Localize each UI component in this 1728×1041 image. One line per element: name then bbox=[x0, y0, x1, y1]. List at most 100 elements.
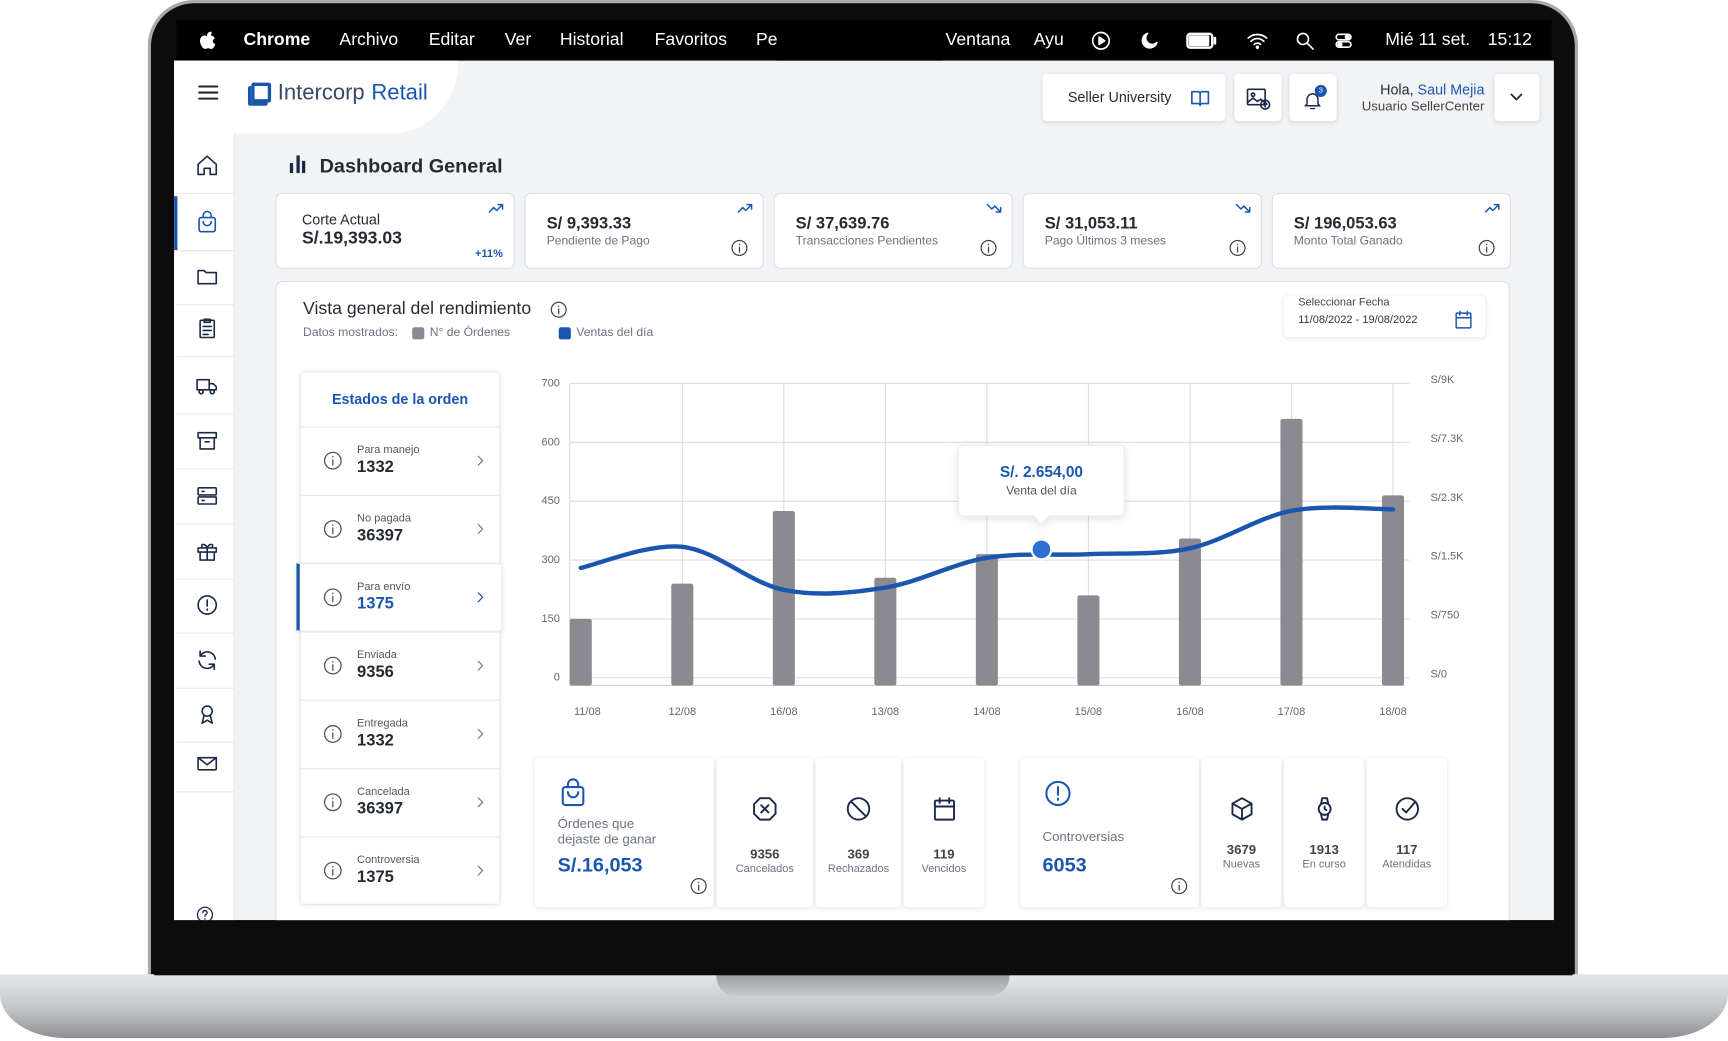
info-icon bbox=[1477, 238, 1497, 258]
icon-shape bbox=[737, 203, 753, 213]
icon-shape bbox=[197, 756, 218, 766]
sidebar-item[interactable] bbox=[195, 316, 219, 340]
kpi-value: S/.19,393.03 bbox=[301, 229, 402, 248]
stat-icon bbox=[1392, 795, 1421, 824]
icon-shape bbox=[1246, 88, 1271, 110]
menu-item[interactable]: Ver bbox=[504, 30, 532, 50]
icon-shape bbox=[199, 31, 216, 49]
menu-item[interactable]: Favoritos bbox=[654, 30, 728, 50]
seller-university-button[interactable] bbox=[1042, 73, 1226, 122]
stat-label: Vencidos bbox=[921, 863, 967, 876]
icon-shape bbox=[197, 269, 218, 285]
icon-shape bbox=[986, 203, 1002, 213]
summary-card bbox=[716, 758, 814, 907]
kpi-label: Pago Últimos 3 meses bbox=[1044, 234, 1167, 248]
sidebar-item[interactable] bbox=[195, 539, 219, 563]
y2-tick-label: S/9K bbox=[1430, 374, 1455, 386]
sidebar-item[interactable] bbox=[195, 484, 219, 508]
stat-icon bbox=[930, 795, 959, 824]
sidebar-item[interactable] bbox=[195, 264, 219, 288]
legend-caption: Datos mostrados: bbox=[303, 325, 399, 340]
sidebar-divider bbox=[176, 741, 235, 743]
sidebar-item[interactable] bbox=[195, 648, 219, 672]
icon-shape bbox=[323, 520, 342, 538]
order-state-item[interactable] bbox=[300, 494, 500, 563]
y-tick-label: 600 bbox=[541, 436, 559, 448]
upload-image-button[interactable] bbox=[1234, 73, 1282, 122]
sidebar-item[interactable] bbox=[195, 593, 219, 617]
sidebar-item[interactable] bbox=[195, 752, 219, 776]
icon-shape bbox=[202, 909, 208, 920]
legend-label: Ventas del día bbox=[576, 325, 654, 340]
order-state-item[interactable] bbox=[300, 699, 500, 768]
icon-shape bbox=[1141, 32, 1158, 49]
icon-shape bbox=[477, 865, 484, 876]
icon-shape bbox=[199, 31, 216, 49]
menu-item[interactable]: Pe bbox=[755, 30, 778, 50]
menu-time: 15:12 bbox=[1487, 30, 1532, 50]
x-tick-label: 17/08 bbox=[1278, 706, 1306, 718]
icon-shape bbox=[731, 239, 748, 257]
icon-shape bbox=[1317, 797, 1332, 821]
menu-item[interactable]: Archivo bbox=[339, 30, 399, 50]
icon-shape bbox=[986, 203, 1002, 213]
chevron-down bbox=[1506, 87, 1526, 107]
calendar-icon bbox=[1452, 309, 1474, 331]
title-icon-bar bbox=[295, 155, 300, 174]
icon-shape bbox=[197, 487, 218, 496]
sidebar-divider bbox=[176, 355, 235, 358]
tooltip-marker bbox=[1030, 538, 1053, 561]
bar bbox=[569, 618, 592, 686]
icon-shape bbox=[1401, 801, 1415, 814]
hamburger-button[interactable] bbox=[196, 80, 220, 104]
greeting-text: Hola, bbox=[1380, 81, 1414, 98]
info-icon bbox=[322, 655, 344, 677]
order-state-label: Cancelada bbox=[357, 786, 410, 799]
notifications-button[interactable] bbox=[1289, 73, 1337, 122]
icon-shape bbox=[1191, 90, 1210, 107]
notification-count: 3 bbox=[1318, 86, 1323, 95]
kpi-label: Pendiente de Pago bbox=[546, 234, 650, 248]
stat-label: Rechazados bbox=[827, 863, 890, 876]
bezel-chin bbox=[154, 920, 1573, 976]
x-tick-label: 13/08 bbox=[872, 706, 900, 718]
icon-shape bbox=[201, 705, 214, 717]
icon-shape bbox=[1455, 310, 1472, 319]
chevron-icon bbox=[472, 520, 490, 538]
info-icon bbox=[730, 238, 750, 258]
sidebar-item[interactable] bbox=[195, 702, 219, 726]
sidebar-item[interactable] bbox=[195, 374, 219, 398]
summary-card bbox=[1020, 758, 1200, 907]
menu-item[interactable]: Historial bbox=[559, 30, 624, 50]
menu-item[interactable]: Ventana bbox=[945, 30, 1011, 50]
menu-item[interactable]: Chrome bbox=[243, 30, 311, 50]
sidebar-item[interactable] bbox=[195, 153, 219, 177]
icon-shape bbox=[1395, 797, 1419, 821]
sidebar-item[interactable] bbox=[195, 210, 219, 234]
icon-shape bbox=[477, 455, 484, 466]
order-state-item[interactable] bbox=[300, 426, 500, 494]
menu-item[interactable]: Ayu bbox=[1033, 30, 1064, 50]
date-picker[interactable] bbox=[1283, 295, 1486, 338]
icon-shape bbox=[1255, 45, 1260, 49]
order-state-item[interactable] bbox=[300, 631, 500, 699]
icon-shape bbox=[197, 155, 218, 176]
icon-shape bbox=[731, 239, 748, 257]
icon-shape bbox=[1186, 32, 1214, 49]
icon-shape bbox=[1510, 93, 1523, 101]
order-state-item[interactable] bbox=[300, 768, 500, 836]
order-state-count: 1375 bbox=[357, 594, 394, 614]
bag-icon bbox=[558, 778, 589, 809]
menu-item[interactable]: Editar bbox=[428, 30, 475, 50]
laptop-notch bbox=[716, 974, 1010, 997]
user-menu-button[interactable] bbox=[1494, 73, 1540, 122]
bar bbox=[1077, 595, 1100, 686]
sidebar-divider bbox=[176, 687, 235, 689]
sidebar-item[interactable] bbox=[195, 429, 219, 453]
icon-shape bbox=[933, 799, 955, 821]
icon-shape bbox=[197, 487, 218, 505]
x-tick-label: 14/08 bbox=[973, 706, 1001, 718]
tooltip-box bbox=[958, 444, 1125, 526]
order-state-item[interactable] bbox=[300, 836, 500, 904]
order-state-item[interactable] bbox=[296, 563, 502, 631]
